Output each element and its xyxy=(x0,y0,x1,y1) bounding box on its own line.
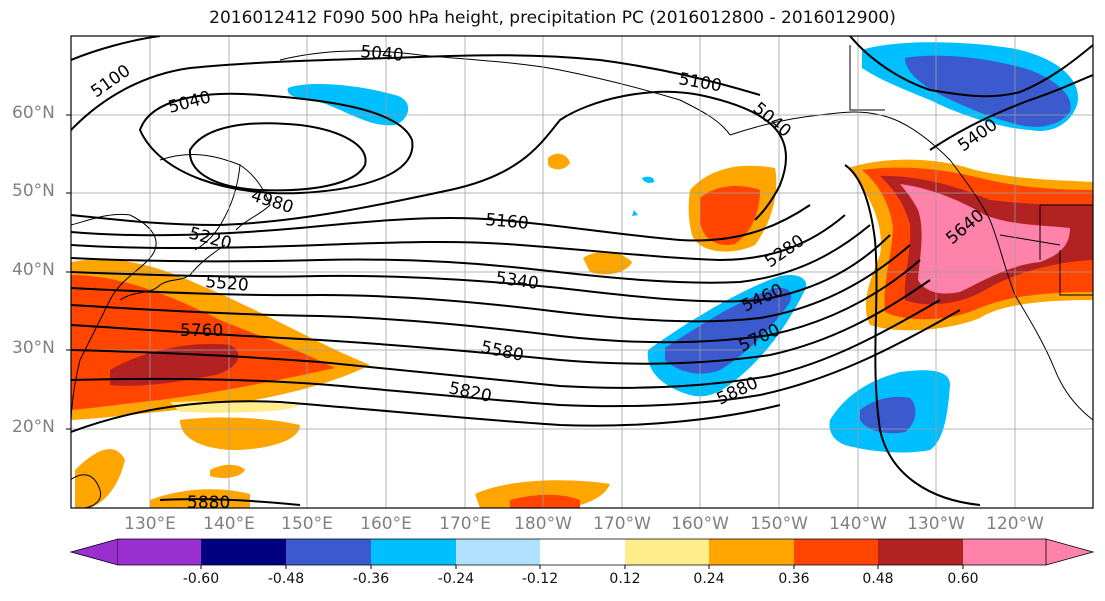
lon-label: 170°E xyxy=(439,514,491,534)
lon-label: 140°E xyxy=(203,514,255,534)
lon-label: 160°W xyxy=(671,514,729,534)
lon-label: 180°W xyxy=(514,514,572,534)
contour-label: 5160 xyxy=(485,210,530,234)
colorbar-tick-label: -0.48 xyxy=(267,571,305,587)
colorbar-tick-label: -0.60 xyxy=(182,571,220,587)
contour-label: 5760 xyxy=(180,321,223,341)
lon-label: 170°W xyxy=(593,514,651,534)
contour-label: 5880 xyxy=(187,493,230,513)
lat-label-20n: 20°N xyxy=(12,417,55,437)
lon-label: 140°W xyxy=(829,514,887,534)
colorbar-tick-label: 0.60 xyxy=(947,571,979,587)
colorbar-tick-label: -0.36 xyxy=(352,571,390,587)
contour-label: 5040 xyxy=(166,87,213,118)
height-contours xyxy=(71,36,1093,506)
colorbar-tick-label: 0.48 xyxy=(862,571,894,587)
lon-label: 130°W xyxy=(907,514,965,534)
axis-ticks xyxy=(66,114,71,430)
lat-label-30n: 30°N xyxy=(12,338,55,358)
colorbar-tick-label: 0.12 xyxy=(609,571,641,587)
contour-label: 5820 xyxy=(447,378,493,407)
lat-label-40n: 40°N xyxy=(12,260,55,280)
colorbar-tick-label: 0.36 xyxy=(778,571,810,587)
lon-label: 130°E xyxy=(124,514,176,534)
lon-label: 150°E xyxy=(281,514,333,534)
lat-label-60n: 60°N xyxy=(12,103,55,123)
colorbar-tick-label: 0.24 xyxy=(693,571,725,587)
lon-label: 120°W xyxy=(986,514,1044,534)
contour-label: 5100 xyxy=(87,61,134,102)
colorbar-tick-label: -0.24 xyxy=(437,571,475,587)
contour-label: 5040 xyxy=(749,99,795,142)
colorbar-tick-label: -0.12 xyxy=(521,571,559,587)
contour-label: 5220 xyxy=(187,224,234,255)
lat-label-50n: 50°N xyxy=(12,181,55,201)
colorbar-min-arrow xyxy=(69,538,119,566)
colorbar xyxy=(69,538,1095,569)
lon-label: 150°W xyxy=(750,514,808,534)
lon-label: 160°E xyxy=(360,514,412,534)
contour-label: 5040 xyxy=(360,42,405,66)
map-title: 2016012412 F090 500 hPa height, precipit… xyxy=(209,8,896,28)
colorbar-max-arrow xyxy=(1045,538,1095,566)
contour-label: 5580 xyxy=(479,337,525,366)
contour-label: 5520 xyxy=(205,272,250,296)
